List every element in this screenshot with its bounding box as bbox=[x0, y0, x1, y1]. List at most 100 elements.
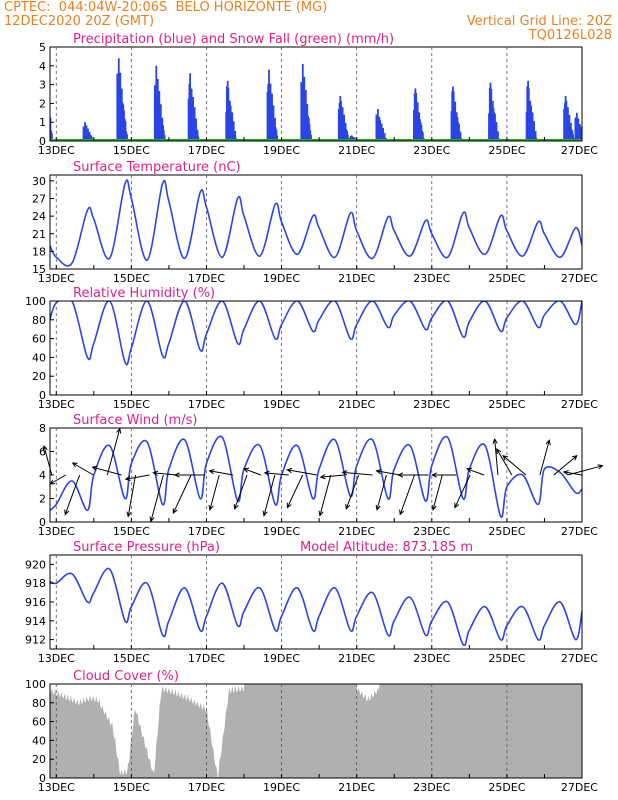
data-layer bbox=[50, 684, 582, 778]
wind-arrow bbox=[286, 467, 317, 476]
wind-arrow bbox=[71, 462, 94, 476]
x-tick-label: 27DEC bbox=[561, 272, 598, 285]
y-tick-label: 2 bbox=[39, 97, 46, 110]
y-tick-label: 0 bbox=[39, 516, 46, 529]
header-run: 12DEC2020 20Z (GMT) bbox=[4, 14, 155, 29]
y-tick-label: 40 bbox=[32, 351, 46, 364]
precip-bar bbox=[50, 117, 52, 141]
y-tick-label: 5 bbox=[39, 41, 46, 54]
x-tick-label: 13DEC bbox=[38, 781, 75, 794]
y-tick-label: 0 bbox=[39, 389, 46, 402]
data-layer bbox=[50, 435, 582, 518]
x-tick-label: 23DEC bbox=[413, 272, 450, 285]
y-tick-label: 80 bbox=[32, 697, 46, 710]
precip-bar bbox=[572, 134, 574, 141]
y-tick-label: 916 bbox=[25, 596, 46, 609]
x-tick-label: 21DEC bbox=[338, 398, 375, 411]
x-tick-label: 13DEC bbox=[38, 272, 75, 285]
panel-title: Surface Temperature (nC) bbox=[73, 160, 241, 175]
panel-annotation: Model Altitude: 873.185 m bbox=[300, 540, 473, 555]
wind-arrow bbox=[539, 439, 551, 476]
wind-arrow bbox=[126, 474, 136, 518]
y-tick-label: 6 bbox=[39, 446, 46, 459]
wind-arrow bbox=[49, 474, 66, 485]
x-tick-label: 27DEC bbox=[561, 525, 598, 538]
x-tick-label: 21DEC bbox=[338, 525, 375, 538]
precip-bar bbox=[459, 132, 462, 141]
panel-5: Cloud Cover (%) 0 20 40 60 80 100 13DEC 15DEC 17D… bbox=[25, 669, 598, 794]
wind-arrow bbox=[286, 474, 304, 509]
x-tick-label: 15DEC bbox=[113, 781, 150, 794]
wind-arrow bbox=[124, 474, 150, 481]
wind-arrow bbox=[318, 474, 332, 517]
y-tick-label: 100 bbox=[25, 295, 46, 308]
x-tick-label: 15DEC bbox=[113, 398, 150, 411]
series-line bbox=[50, 301, 582, 366]
wind-arrow bbox=[319, 474, 345, 480]
y-tick-label: 80 bbox=[32, 314, 46, 327]
x-tick-label: 15DEC bbox=[113, 652, 150, 665]
x-tick-label: 25DEC bbox=[488, 144, 525, 157]
x-tick-label: 25DEC bbox=[488, 652, 525, 665]
y-tick-label: 15 bbox=[32, 263, 46, 276]
precip-bar bbox=[275, 130, 278, 141]
y-tick-label: 100 bbox=[25, 678, 46, 691]
x-tick-label: 27DEC bbox=[561, 144, 598, 157]
header-prefix: CPTEC: bbox=[4, 0, 51, 15]
wind-arrow bbox=[431, 474, 443, 511]
x-tick-label: 25DEC bbox=[488, 781, 525, 794]
x-tick-label: 17DEC bbox=[188, 144, 225, 157]
precip-bar bbox=[196, 130, 199, 141]
x-tick-label: 19DEC bbox=[263, 525, 300, 538]
x-tick-label: 19DEC bbox=[263, 652, 300, 665]
x-tick-label: 21DEC bbox=[338, 272, 375, 285]
precip-bar bbox=[276, 135, 279, 141]
x-tick-label: 23DEC bbox=[413, 525, 450, 538]
precip-bar bbox=[232, 121, 235, 141]
y-tick-label: 18 bbox=[32, 245, 46, 258]
wind-arrow bbox=[152, 470, 178, 476]
y-tick-label: 8 bbox=[39, 422, 46, 435]
y-tick-label: 60 bbox=[32, 333, 46, 346]
precip-bar bbox=[346, 134, 349, 141]
x-tick-label: 27DEC bbox=[561, 398, 598, 411]
x-tick-label: 15DEC bbox=[113, 272, 150, 285]
y-tick-label: 24 bbox=[32, 210, 46, 223]
panel-frame bbox=[49, 554, 583, 650]
y-tick-label: 4 bbox=[39, 469, 46, 482]
x-tick-label: 13DEC bbox=[38, 652, 75, 665]
data-layer bbox=[50, 567, 582, 647]
y-tick-label: 914 bbox=[25, 615, 46, 628]
precip-bar bbox=[197, 136, 200, 141]
wind-arrow bbox=[375, 469, 401, 476]
data-layer bbox=[50, 179, 582, 267]
x-tick-label: 13DEC bbox=[38, 525, 75, 538]
wind-arrow bbox=[345, 474, 360, 510]
wind-arrow bbox=[454, 474, 471, 509]
wind-arrow bbox=[149, 474, 164, 523]
y-tick-label: 920 bbox=[25, 558, 46, 571]
header-location: 044:04W-20:06S BELO HORIZONTE (MG) bbox=[58, 0, 328, 15]
header-grid-note: Vertical Grid Line: 20Z bbox=[466, 14, 612, 29]
x-tick-label: 17DEC bbox=[188, 652, 225, 665]
panel-title: Surface Wind (m/s) bbox=[73, 413, 197, 428]
x-tick-label: 17DEC bbox=[188, 272, 225, 285]
precip-bar bbox=[124, 121, 127, 141]
wind-arrow bbox=[431, 472, 457, 478]
series-line bbox=[50, 567, 582, 647]
x-tick-label: 23DEC bbox=[413, 398, 450, 411]
y-tick-label: 3 bbox=[39, 79, 46, 92]
x-tick-label: 27DEC bbox=[561, 781, 598, 794]
wind-arrow bbox=[64, 474, 81, 516]
precip-bar bbox=[193, 107, 196, 141]
precip-bar bbox=[234, 131, 237, 141]
panel-1: Surface Temperature (nC) 15 18 21 24 27 30 13DE… bbox=[32, 160, 598, 285]
x-tick-label: 21DEC bbox=[338, 652, 375, 665]
panel-2: Relative Humidity (%) 0 20 40 60 80 100 13DEC 15… bbox=[25, 286, 598, 411]
x-tick-label: 13DEC bbox=[38, 398, 75, 411]
wind-arrow bbox=[553, 454, 578, 476]
wind-arrow bbox=[562, 470, 582, 476]
y-tick-label: 2 bbox=[39, 493, 46, 506]
x-tick-label: 19DEC bbox=[263, 272, 300, 285]
